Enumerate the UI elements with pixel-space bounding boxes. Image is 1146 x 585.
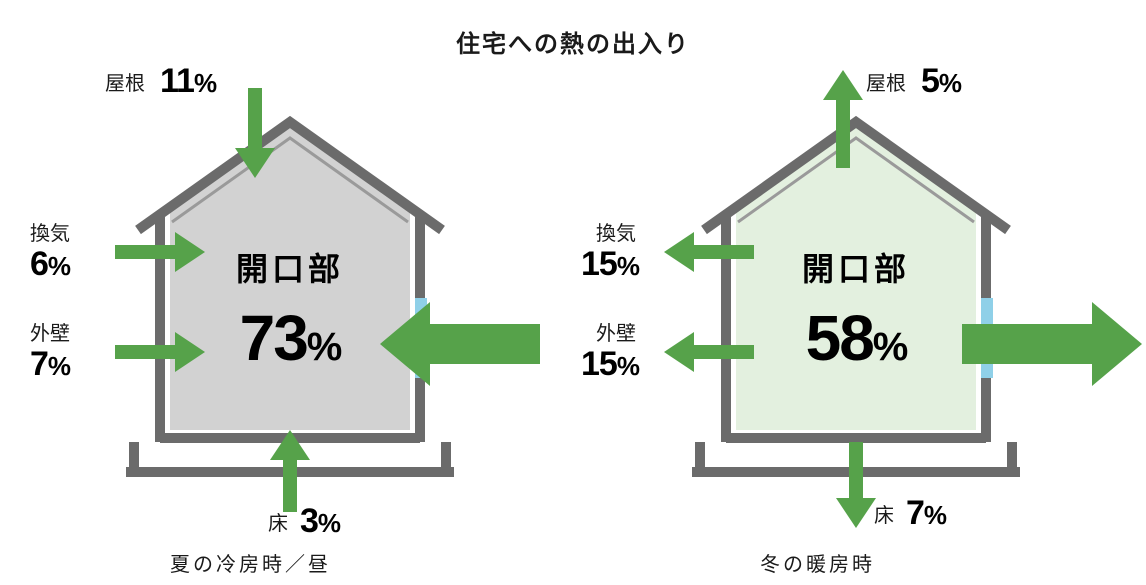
center-label: 開口部 — [802, 251, 910, 287]
arrow-floor — [836, 442, 876, 528]
infographic-stage: 住宅への熱の出入り — [0, 0, 1146, 585]
label-roof-value: 11% — [160, 62, 217, 100]
label-roof-name: 屋根 — [866, 72, 906, 95]
label-floor-name: 床 — [874, 504, 894, 527]
house-diagram-winter: 屋根 5% 換気 15% 外壁 15% 床 7% 開口部 58% — [566, 30, 1146, 550]
label-floor-value: 7% — [906, 494, 947, 532]
caption-summer: 夏の冷房時／昼 — [170, 548, 331, 577]
label-floor-value: 3% — [300, 502, 341, 540]
label-vent-value: 6% — [30, 245, 71, 283]
label-vent-name: 換気 — [30, 222, 70, 245]
house-diagram-summer: 屋根 11% 換気 6% 外壁 7% 床 3% 開口部 73% — [20, 30, 580, 550]
label-vent-name: 換気 — [596, 222, 636, 245]
label-roof-name: 屋根 — [105, 72, 145, 95]
label-wall-name: 外壁 — [596, 322, 636, 345]
center-label: 開口部 — [236, 251, 344, 287]
label-wall-name: 外壁 — [30, 322, 70, 345]
label-roof-value: 5% — [921, 62, 962, 100]
label-wall-value: 7% — [30, 345, 71, 383]
label-floor-name: 床 — [268, 512, 288, 535]
caption-winter: 冬の暖房時 — [760, 548, 875, 577]
label-wall-value: 15% — [581, 345, 640, 383]
label-vent-value: 15% — [581, 245, 640, 283]
